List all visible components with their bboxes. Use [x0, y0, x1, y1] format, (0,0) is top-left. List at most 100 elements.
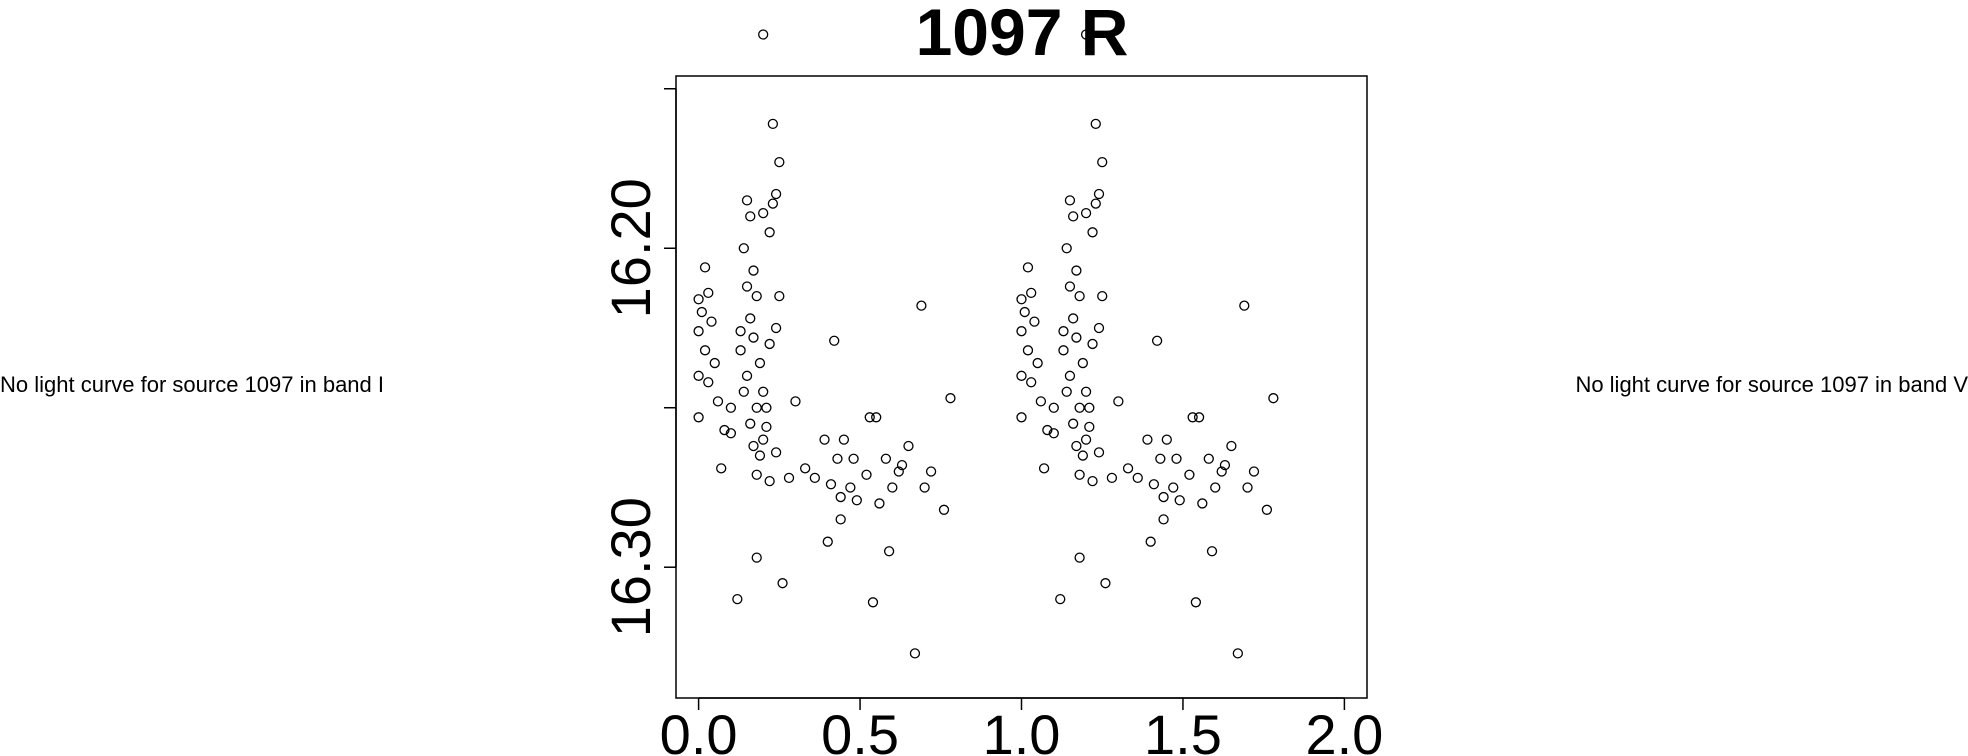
data-point [1084, 421, 1095, 433]
data-point [741, 195, 753, 206]
data-point [1084, 402, 1095, 413]
data-point [871, 412, 882, 423]
no-light-curve-band-v-note: No light curve for source 1097 in band V [1575, 372, 1968, 397]
data-point [887, 482, 898, 493]
data-point [1151, 335, 1163, 346]
data-point [883, 546, 895, 557]
data-point [754, 450, 766, 461]
data-point [761, 421, 772, 433]
data-point [751, 469, 762, 480]
data-point [1080, 386, 1092, 397]
data-point [716, 463, 727, 474]
data-point [1242, 482, 1253, 493]
data-point [703, 287, 714, 299]
data-point [1248, 466, 1260, 477]
data-point [864, 412, 875, 423]
x-axis: 0.0 0.5 1.0 1.5 2.0 [660, 697, 1383, 756]
data-point [838, 434, 850, 445]
data-point [767, 118, 779, 129]
data-point [764, 475, 775, 487]
data-point [916, 300, 927, 311]
data-point [1026, 377, 1037, 388]
data-point [848, 453, 859, 464]
data-point [741, 281, 753, 292]
data-point [835, 491, 846, 503]
data-point [809, 472, 820, 484]
data-point [1058, 345, 1069, 356]
data-point [751, 402, 762, 413]
data-point [783, 472, 795, 484]
data-point [1145, 536, 1156, 547]
data-point [1087, 475, 1098, 487]
data-point [1142, 434, 1153, 445]
x-tick-label: 0.0 [660, 703, 738, 756]
data-point [1148, 479, 1160, 490]
data-point [1232, 648, 1243, 659]
data-point [1026, 287, 1037, 299]
data-point [1168, 482, 1179, 493]
data-point [699, 345, 711, 356]
data-point [748, 332, 759, 343]
data-point [1100, 578, 1111, 589]
data-point [774, 156, 785, 168]
data-point [758, 386, 769, 397]
data-point [1190, 597, 1202, 608]
x-tick-label: 1.0 [983, 703, 1061, 756]
data-point [693, 412, 704, 423]
data-point [764, 227, 775, 238]
data-point [754, 357, 766, 369]
y-tick-label: 16.30 [599, 497, 662, 637]
data-point [1158, 491, 1169, 503]
data-point [758, 29, 769, 40]
x-tick-label: 0.5 [821, 703, 899, 756]
data-point [1090, 118, 1101, 129]
data-point [938, 504, 950, 515]
data-point [774, 290, 785, 302]
chart-title: 1097 R [916, 0, 1129, 69]
data-point [1171, 453, 1182, 464]
data-point [1077, 450, 1089, 461]
data-point [819, 434, 830, 445]
data-point [703, 377, 714, 388]
data-point [1203, 453, 1214, 464]
data-point [761, 402, 772, 413]
data-point [699, 262, 711, 273]
data-point [1068, 211, 1079, 222]
data-point [822, 536, 833, 547]
data-point [1187, 412, 1198, 423]
data-point [1074, 552, 1085, 563]
data-point [1019, 306, 1030, 318]
data-point [1064, 370, 1076, 381]
data-point [1080, 29, 1092, 40]
data-point [745, 418, 756, 429]
data-point [1074, 290, 1085, 302]
data-point [825, 479, 837, 490]
data-point [758, 208, 769, 219]
data-point [693, 370, 704, 381]
data-point [712, 396, 724, 407]
data-point [767, 198, 779, 209]
data-point [1216, 466, 1227, 477]
data-point [1022, 262, 1034, 273]
data-point [829, 335, 840, 346]
data-point [735, 345, 746, 356]
data-point [1093, 188, 1105, 200]
data-point [832, 453, 843, 464]
data-point [725, 428, 737, 439]
data-point [693, 326, 704, 337]
data-point [1122, 463, 1134, 474]
data-point [800, 463, 811, 474]
data-point [770, 322, 782, 334]
data-point [1097, 156, 1108, 168]
data-point [1029, 316, 1040, 327]
data-point [693, 294, 704, 305]
data-point [1032, 357, 1043, 369]
data-point [696, 306, 707, 318]
data-point [1074, 402, 1085, 413]
data-point [1206, 546, 1218, 557]
data-point [751, 552, 762, 563]
data-point [719, 424, 730, 436]
data-point [709, 357, 720, 369]
data-point [770, 447, 782, 458]
data-point [1035, 396, 1047, 407]
